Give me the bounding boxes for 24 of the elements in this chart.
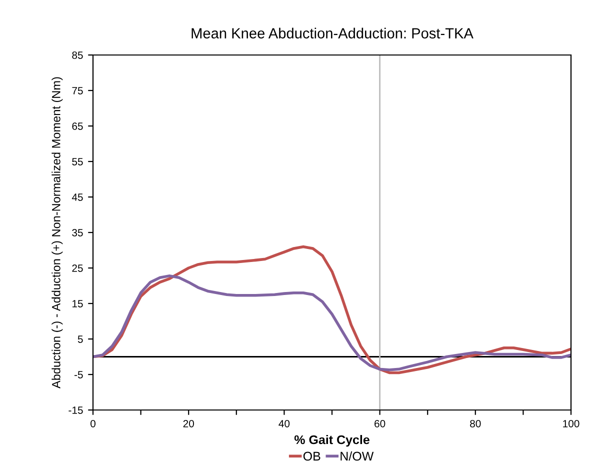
- y-tick-label: -5: [74, 371, 83, 378]
- y-tick-label: 15: [72, 300, 83, 308]
- y-tick-label: 75: [72, 87, 83, 94]
- x-tick-label: 100: [563, 420, 580, 428]
- y-axis-title: Abduction (-) - Adduction (+) Non-Normalized Moment (Nm): [52, 77, 63, 388]
- y-tick-label: 85: [72, 52, 83, 59]
- legend-label: OB: [303, 452, 320, 461]
- y-tick-label: 35: [72, 229, 83, 236]
- legend-label: N/OW: [340, 451, 374, 461]
- chart-title: Mean Knee Abduction-Adduction: Post-TKA: [192, 28, 474, 38]
- x-tick-label: 40: [278, 420, 290, 428]
- x-tick-label: 80: [470, 420, 481, 428]
- x-tick-label: 20: [183, 420, 194, 428]
- y-tick-label: 25: [72, 264, 83, 272]
- y-tick-label: 45: [72, 194, 83, 201]
- line-series: [93, 245, 571, 374]
- line-series: [93, 274, 571, 372]
- x-axis-title: % Gait Cycle: [294, 434, 370, 447]
- y-tick-label: 55: [72, 158, 83, 166]
- x-tick-label: 0: [90, 420, 96, 428]
- y-tick-label: 65: [72, 122, 83, 130]
- y-tick-label: -15: [68, 406, 83, 414]
- x-tick-label: 60: [374, 420, 386, 428]
- y-tick-label: 5: [78, 336, 83, 343]
